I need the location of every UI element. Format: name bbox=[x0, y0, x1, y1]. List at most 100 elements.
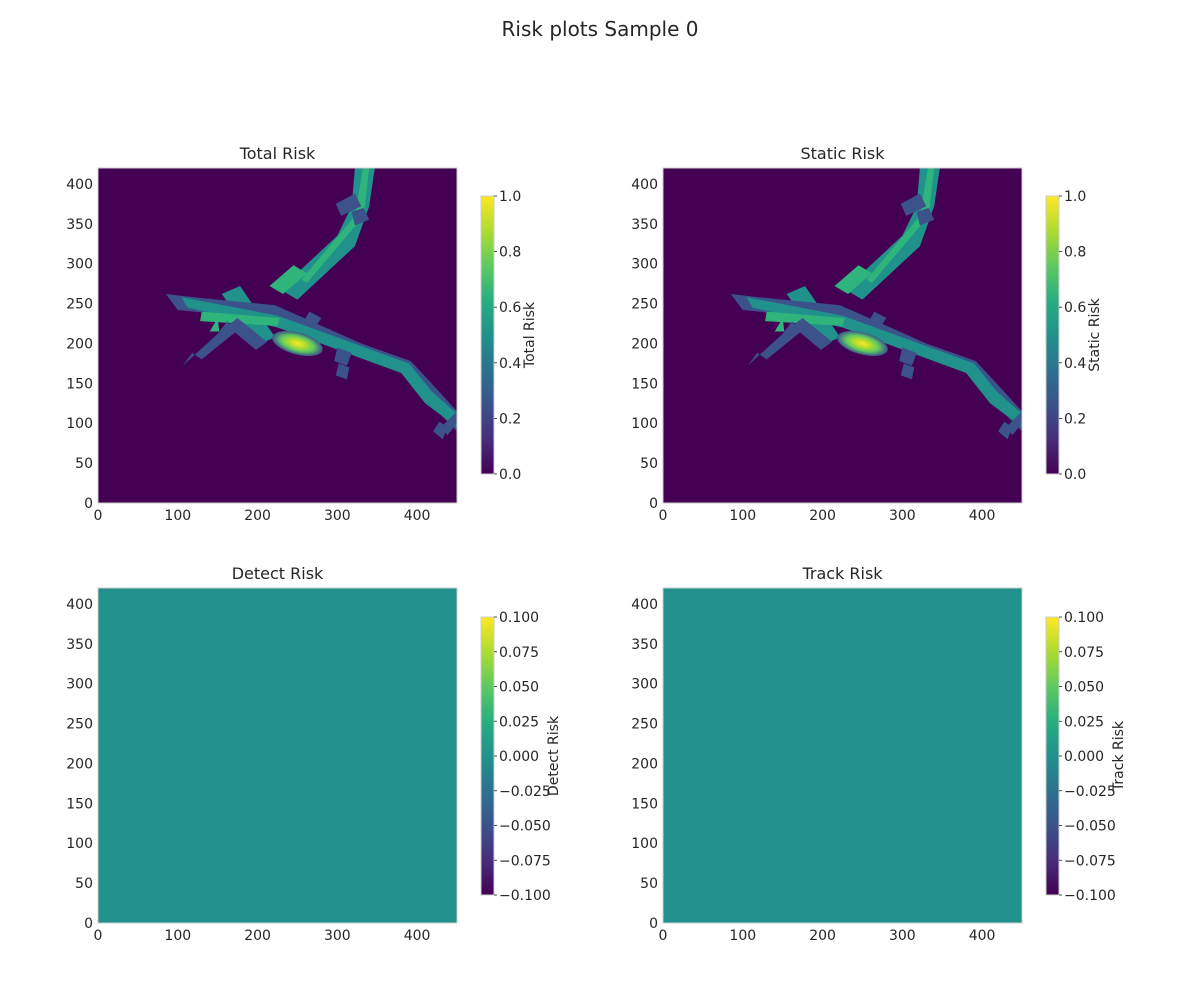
panel-title: Track Risk bbox=[801, 564, 883, 583]
colorbar-tick-label: 0.2 bbox=[499, 411, 521, 427]
y-tick-label: 250 bbox=[631, 717, 658, 733]
y-tick-label: 400 bbox=[631, 597, 658, 613]
x-tick-label: 300 bbox=[324, 508, 351, 524]
road-segment-14 bbox=[900, 363, 915, 380]
panels: Total Risk 0 100 200 300 400 0 50 100 150 200 250 30… bbox=[66, 144, 1127, 944]
panel-4: Track Risk 0 100 200 300 400 0 50 100 150 200 250 30… bbox=[631, 564, 1127, 944]
road-segment-6 bbox=[834, 265, 872, 294]
colorbar-tick-label: −0.100 bbox=[499, 888, 551, 904]
figure-suptitle: Risk plots Sample 0 bbox=[502, 17, 699, 41]
y-tick-label: 400 bbox=[631, 177, 658, 193]
y-tick-label: 150 bbox=[66, 796, 93, 812]
colorbar-tick-label: −0.050 bbox=[499, 819, 551, 835]
x-tick-label: 400 bbox=[404, 508, 431, 524]
colorbar-tick-label: −0.075 bbox=[1064, 853, 1116, 869]
road-segment-4 bbox=[351, 207, 370, 226]
x-tick-label: 200 bbox=[244, 928, 271, 944]
x-tick-label: 0 bbox=[94, 508, 103, 524]
y-tick-label: 100 bbox=[66, 836, 93, 852]
x-tick-label: 200 bbox=[244, 508, 271, 524]
road-segment-8 bbox=[181, 297, 457, 428]
road-segment-11 bbox=[182, 321, 236, 366]
risk-peak bbox=[837, 330, 888, 357]
colorbar-tick-label: 0.4 bbox=[1064, 356, 1086, 372]
panel-title: Detect Risk bbox=[232, 564, 324, 583]
y-tick-label: 200 bbox=[631, 756, 658, 772]
road-segment-3 bbox=[900, 193, 927, 216]
road-segment-2 bbox=[301, 168, 370, 283]
y-tick-label: 350 bbox=[631, 637, 658, 653]
y-tick-label: 300 bbox=[631, 677, 658, 693]
y-tick-label: 400 bbox=[66, 597, 93, 613]
colorbar-tick-label: −0.050 bbox=[1064, 819, 1116, 835]
y-tick-label: 400 bbox=[66, 177, 93, 193]
y-tick-label: 50 bbox=[640, 456, 658, 472]
panel-1: Total Risk 0 100 200 300 400 0 50 100 150 200 250 30… bbox=[66, 144, 538, 524]
road-segment-16 bbox=[433, 421, 448, 440]
colorbar-tick-label: 0.100 bbox=[499, 610, 539, 626]
x-tick-label: 100 bbox=[164, 928, 191, 944]
colorbar-tick-label: 0.075 bbox=[499, 645, 539, 661]
heatmap-area bbox=[663, 168, 1022, 503]
y-tick-label: 100 bbox=[631, 836, 658, 852]
y-tick-label: 250 bbox=[66, 297, 93, 313]
colorbar-tick-label: 0.0 bbox=[499, 467, 521, 483]
colorbar-tick-label: 0.6 bbox=[1064, 300, 1086, 316]
x-tick-label: 400 bbox=[404, 928, 431, 944]
colorbar-tick-label: 0.000 bbox=[499, 749, 539, 765]
colorbar-tick-label: 0.000 bbox=[1064, 749, 1104, 765]
x-tick-label: 100 bbox=[729, 928, 756, 944]
y-tick-label: 50 bbox=[75, 876, 93, 892]
y-tick-label: 0 bbox=[84, 496, 93, 512]
road-segment-2 bbox=[866, 168, 935, 283]
road-segment-11 bbox=[747, 321, 801, 366]
panel-title: Total Risk bbox=[239, 144, 316, 163]
y-tick-label: 250 bbox=[66, 717, 93, 733]
axes-frame bbox=[97, 587, 458, 924]
colorbar-tick-label: 0.6 bbox=[499, 300, 521, 316]
colorbar bbox=[480, 616, 495, 896]
y-tick-label: 200 bbox=[66, 756, 93, 772]
colorbar-tick-label: 0.8 bbox=[1064, 245, 1086, 261]
y-tick-label: 250 bbox=[631, 297, 658, 313]
x-tick-label: 0 bbox=[659, 508, 668, 524]
y-tick-label: 200 bbox=[66, 336, 93, 352]
colorbar-label: Total Risk bbox=[522, 301, 538, 369]
colorbar bbox=[1045, 195, 1060, 475]
y-tick-label: 200 bbox=[631, 336, 658, 352]
x-tick-label: 100 bbox=[729, 508, 756, 524]
y-tick-label: 0 bbox=[84, 916, 93, 932]
road-segment-3 bbox=[335, 193, 362, 216]
colorbar-tick-label: 0.4 bbox=[499, 356, 521, 372]
y-tick-label: 100 bbox=[66, 416, 93, 432]
y-tick-label: 50 bbox=[75, 456, 93, 472]
y-tick-label: 300 bbox=[66, 677, 93, 693]
y-tick-label: 150 bbox=[631, 796, 658, 812]
road-segment-14 bbox=[335, 363, 350, 380]
y-tick-label: 150 bbox=[631, 376, 658, 392]
road-segment-9 bbox=[765, 311, 845, 326]
colorbar-tick-label: 1.0 bbox=[1064, 189, 1086, 205]
risk-peak bbox=[272, 330, 323, 357]
colorbar-tick-label: 0.025 bbox=[1064, 714, 1104, 730]
x-tick-label: 0 bbox=[94, 928, 103, 944]
y-tick-label: 350 bbox=[66, 637, 93, 653]
colorbar-tick-label: −0.025 bbox=[1064, 784, 1116, 800]
colorbar-tick-label: 0.050 bbox=[499, 680, 539, 696]
colorbar-tick-label: 0.100 bbox=[1064, 610, 1104, 626]
colorbar bbox=[1045, 616, 1060, 896]
x-tick-label: 100 bbox=[164, 508, 191, 524]
colorbar-tick-label: 0.0 bbox=[1064, 467, 1086, 483]
heatmap-uniform-fill bbox=[98, 588, 457, 923]
colorbar-tick-label: 0.025 bbox=[499, 714, 539, 730]
y-tick-label: 350 bbox=[66, 217, 93, 233]
colorbar-label: Detect Risk bbox=[546, 715, 562, 796]
panel-2: Static Risk 0 100 200 300 400 0 50 100 150 200 250 3… bbox=[631, 144, 1103, 524]
colorbar-tick-label: 0.2 bbox=[1064, 411, 1086, 427]
colorbar-tick-label: 0.050 bbox=[1064, 680, 1104, 696]
colorbar-label: Static Risk bbox=[1087, 297, 1103, 371]
road-segment-8 bbox=[746, 297, 1022, 428]
colorbar-tick-label: 0.8 bbox=[499, 245, 521, 261]
axes-frame bbox=[662, 587, 1023, 924]
